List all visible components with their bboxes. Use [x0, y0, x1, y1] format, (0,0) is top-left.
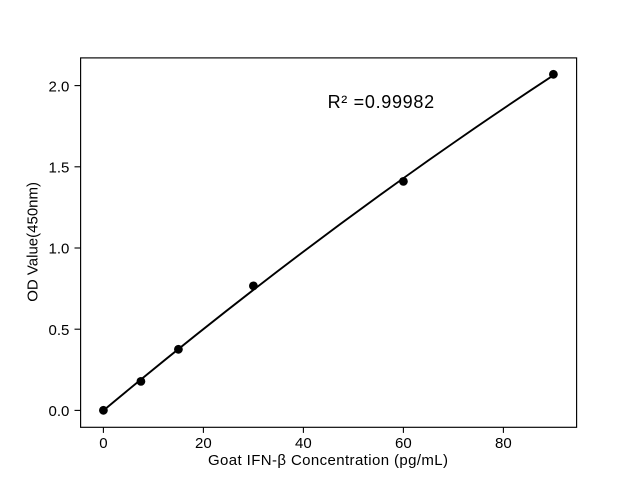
svg-text:40: 40: [295, 435, 312, 452]
svg-text:0.0: 0.0: [49, 403, 70, 420]
svg-text:R² =0.99982: R² =0.99982: [328, 92, 435, 112]
svg-text:0: 0: [99, 435, 107, 452]
svg-text:20: 20: [195, 435, 212, 452]
svg-text:OD Value(450nm): OD Value(450nm): [25, 182, 42, 302]
svg-text:Goat IFN-β Concentration (pg/m: Goat IFN-β Concentration (pg/mL): [208, 452, 448, 469]
svg-text:60: 60: [395, 435, 412, 452]
svg-text:0.5: 0.5: [49, 322, 70, 339]
svg-text:2.0: 2.0: [49, 78, 70, 95]
svg-text:1.0: 1.0: [49, 241, 70, 258]
svg-text:1.5: 1.5: [49, 160, 70, 177]
svg-text:80: 80: [495, 435, 512, 452]
